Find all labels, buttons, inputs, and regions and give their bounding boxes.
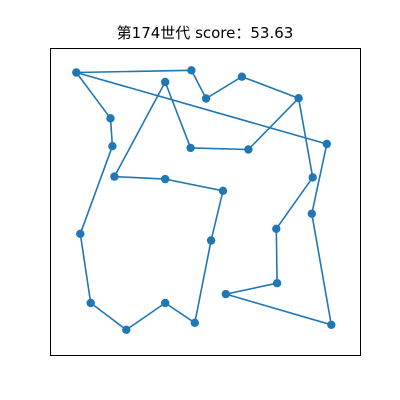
city-point (186, 143, 195, 153)
city-point (244, 145, 253, 154)
city-point (187, 66, 196, 75)
city-point (161, 298, 170, 308)
city-point (161, 174, 170, 184)
plot-frame (50, 48, 361, 356)
city-point (272, 224, 281, 233)
city-point (122, 325, 131, 334)
city-point (307, 209, 316, 218)
city-point (106, 114, 115, 123)
city-point (86, 298, 95, 308)
city-point (272, 279, 282, 288)
city-point (72, 68, 81, 77)
plot-area (72, 66, 336, 334)
city-point (294, 94, 303, 103)
city-point (108, 142, 117, 151)
city-point (76, 229, 85, 238)
city-point (206, 236, 216, 245)
city-point (221, 289, 230, 299)
city-point (322, 139, 331, 149)
city-point (237, 72, 247, 81)
chart-title: 第174世代 score：53.63 (117, 24, 294, 42)
city-point (308, 173, 317, 182)
city-point (327, 320, 336, 329)
city-point (161, 77, 170, 87)
city-point (218, 186, 228, 195)
city-point (190, 318, 199, 327)
city-point (110, 172, 119, 181)
city-point (201, 94, 211, 103)
tour-path-line (75, 69, 333, 331)
